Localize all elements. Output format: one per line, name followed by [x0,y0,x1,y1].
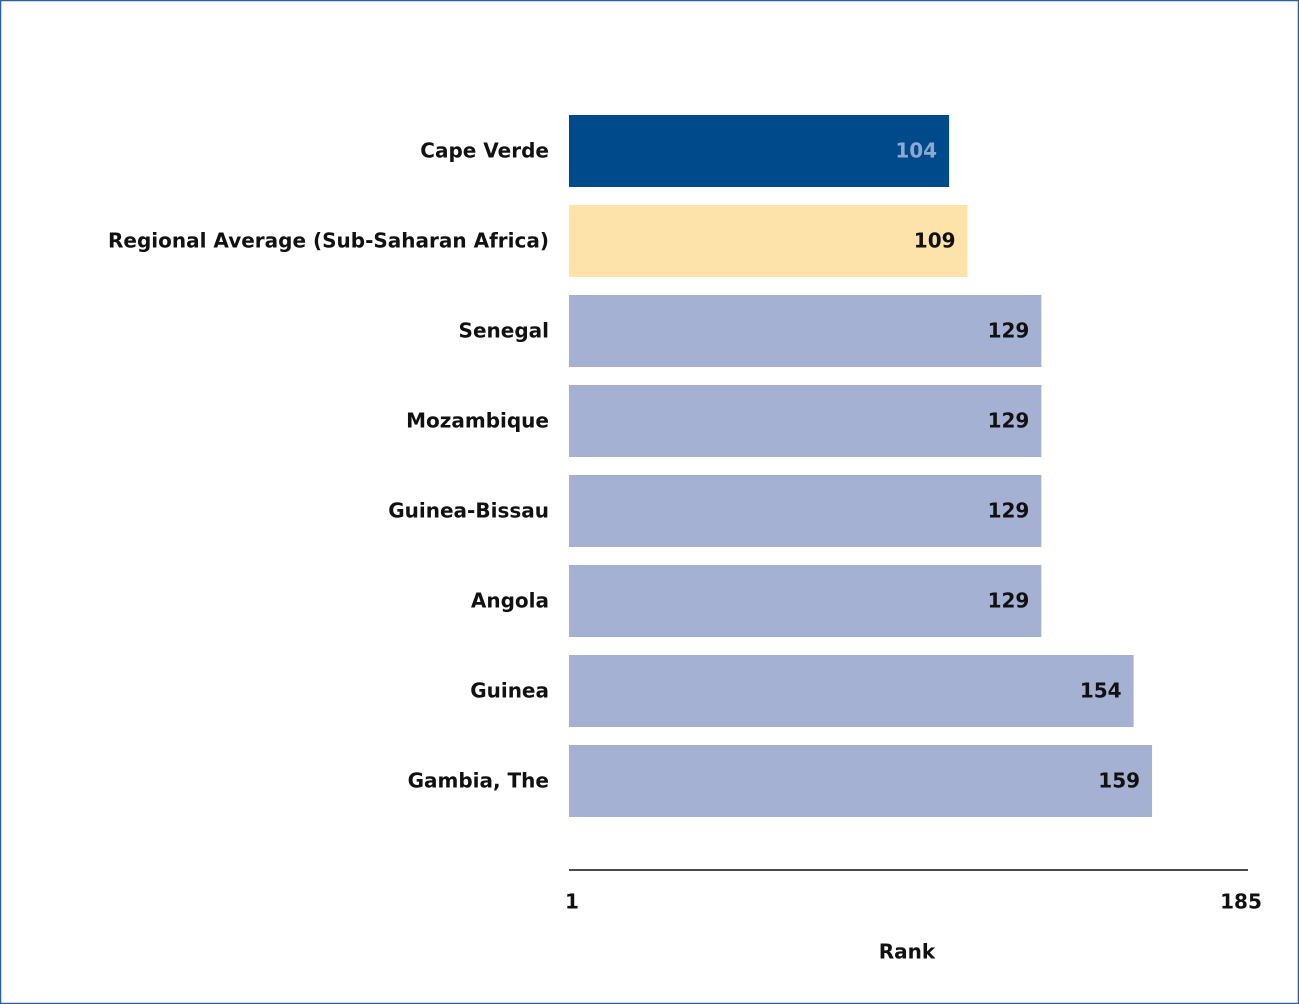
category-label: Senegal [459,319,549,343]
value-label: 154 [1080,679,1122,703]
x-axis-title: Rank [879,940,936,964]
category-label: Angola [471,589,549,613]
category-label: Regional Average (Sub-Saharan Africa) [108,229,549,253]
category-label: Gambia, The [408,769,549,793]
value-label: 129 [988,409,1030,433]
bar [569,565,1042,637]
value-label: 129 [988,499,1030,523]
category-label: Guinea [470,679,549,703]
value-label: 129 [988,319,1030,343]
category-label: Guinea-Bissau [388,499,549,523]
bar [569,475,1042,547]
value-label: 109 [914,229,956,253]
bar [569,385,1042,457]
bar [569,745,1153,817]
x-tick-label: 1 [565,890,579,914]
category-label: Mozambique [406,409,549,433]
value-label: 129 [988,589,1030,613]
bar [569,655,1134,727]
x-tick-label: 185 [1220,890,1262,914]
value-label: 104 [895,139,937,163]
bar [569,295,1042,367]
bar [569,115,950,187]
bar [569,205,968,277]
value-label: 159 [1098,769,1140,793]
category-label: Cape Verde [420,139,549,163]
